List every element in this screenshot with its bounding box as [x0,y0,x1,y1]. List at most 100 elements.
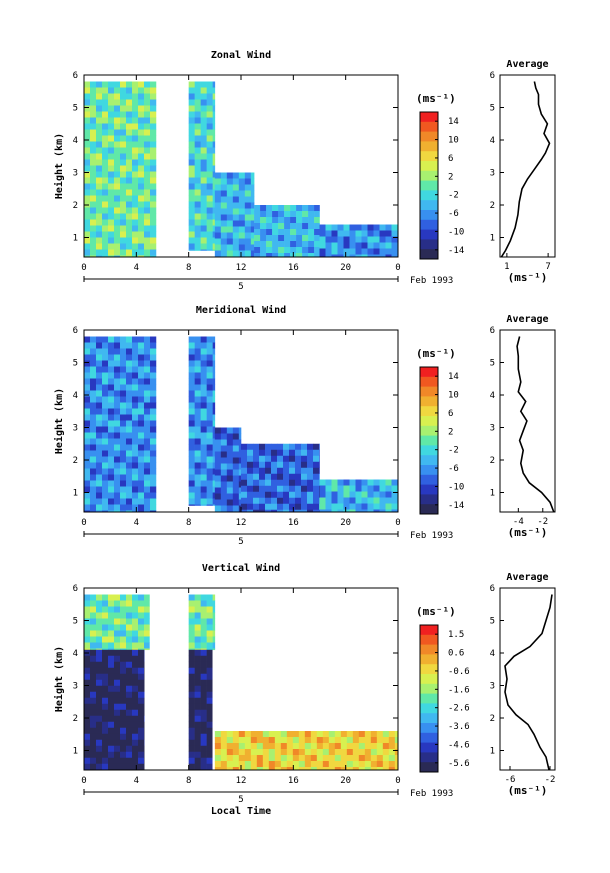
heatmap-cell [132,486,139,493]
heatmap-cell [247,485,254,493]
heatmap-cell [188,649,195,657]
heatmap-cell [289,509,296,512]
heatmap-cell [290,205,297,212]
heatmap-cell [138,99,145,106]
heatmap-cell [114,402,121,409]
heatmap-cell [132,438,139,445]
colorbar-frame [419,111,439,260]
heatmap-cell [150,480,157,487]
heatmap-cell [90,147,97,154]
heatmap-cell [120,480,127,487]
heatmap-cell [102,231,109,238]
heatmap-cell [126,189,133,196]
heatmap-cell [385,479,392,486]
heatmap-cell [272,205,279,212]
average-y-tick-label: 4 [490,391,495,401]
heatmap-cell [84,147,91,154]
heatmap-cell [373,497,380,504]
heatmap-cell [206,504,213,506]
heatmap-cell [96,438,103,445]
heatmap-cell [90,462,97,469]
heatmap-cell [102,474,109,481]
heatmap-cell [138,739,145,747]
colorbar-swatch [420,732,438,743]
heatmap-cell [126,372,133,379]
heatmap-cell [194,189,201,196]
heatmap-cell [238,463,242,470]
heatmap-cell [340,737,348,744]
heatmap-cell [220,463,228,470]
heatmap-cell [253,509,260,512]
heatmap-cell [212,408,216,415]
heatmap-cell [244,178,252,185]
heatmap-cell [144,504,151,511]
heatmap-cell [232,433,240,440]
heatmap-cell [194,111,201,118]
heatmap-cell [102,366,109,373]
heatmap-cell [114,336,121,343]
heatmap-cell [206,372,213,379]
heatmap-cell [126,129,133,136]
heatmap-cell [200,673,207,681]
heatmap-cell [244,767,252,770]
heatmap-cell [90,703,97,711]
heatmap-cell [132,721,139,729]
heatmap-cell [126,384,133,391]
heatmap-cell [132,153,139,160]
average-frame [499,329,556,513]
heatmap-cell [206,195,213,202]
heatmap-cell [102,354,109,361]
heatmap-cell [188,372,195,379]
heatmap-cell [272,217,279,224]
heatmap-cell [367,224,374,231]
heatmap-cell [212,348,216,355]
heatmap-cell [220,505,228,512]
heatmap-cell [194,408,201,415]
heatmap-cell [194,438,201,445]
heatmap-cell [144,426,151,433]
heatmap-cell [373,224,380,231]
colorbar-tick-label: 1.5 [448,630,464,640]
x-tick-label: 0 [81,263,86,273]
heatmap-cell [84,396,91,403]
heatmap-cell [361,491,368,498]
heatmap-cell [308,241,315,248]
heatmap-cell [96,673,103,681]
heatmap-cell [84,667,91,675]
heatmap-cell [138,414,145,421]
heatmap-cell [96,93,103,100]
heatmap-cell [206,390,213,397]
heatmap-cell [200,679,207,687]
heatmap-cell [290,217,297,224]
heatmap-cell [114,87,121,94]
heatmap-cell [96,594,103,601]
heatmap-cell [90,648,97,651]
heatmap-cell [214,232,222,239]
heatmap-cell [90,378,97,385]
average-x-tick-label: -4 [513,517,524,527]
heatmap-cell [206,709,213,717]
heatmap-cell [385,230,392,237]
heatmap-cell [108,480,115,487]
heatmap-cell [266,223,273,230]
heatmap-cell [90,438,97,445]
heatmap-cell [102,129,109,136]
heatmap-cell [265,509,272,512]
heatmap-cell [253,449,260,457]
heatmap-cell [126,630,133,637]
heatmap-cell [102,378,109,385]
heatmap-cell [250,190,255,197]
heatmap-cell [206,426,213,433]
heatmap-cell [200,414,207,421]
heatmap-cell [278,229,285,236]
heatmap-cell [212,480,216,487]
heatmap-cell [200,183,207,190]
heatmap-cell [214,433,222,440]
heatmap-cell [138,492,145,499]
heatmap-cell [194,354,201,361]
heatmap-cell [144,372,151,379]
heatmap-cell [206,444,213,451]
heatmap-cell [343,230,350,237]
heatmap-cell [302,205,309,212]
